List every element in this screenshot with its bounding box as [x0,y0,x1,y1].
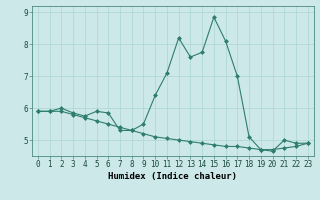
X-axis label: Humidex (Indice chaleur): Humidex (Indice chaleur) [108,172,237,181]
